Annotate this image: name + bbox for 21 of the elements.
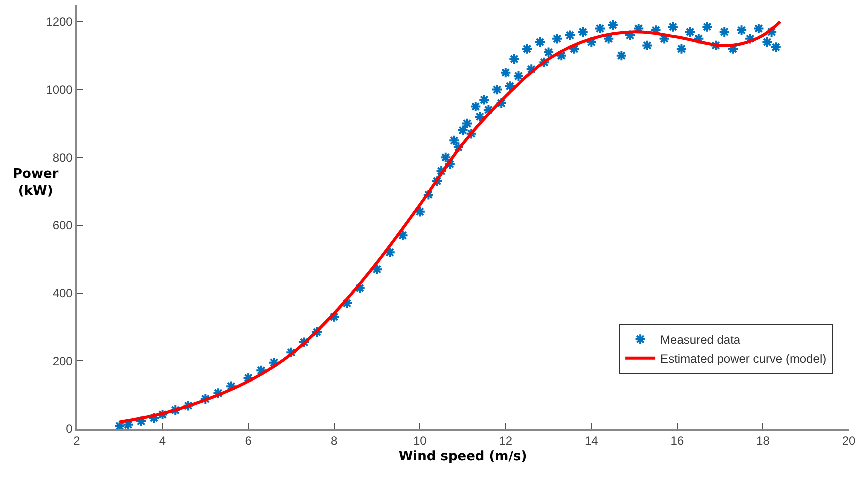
x-tick-label: 18	[756, 434, 770, 448]
y-tick-label: 1000	[46, 83, 74, 97]
y-tick-label: 400	[52, 286, 74, 301]
y-tick-label: 200	[52, 354, 74, 368]
x-tick-label: 10	[413, 434, 428, 448]
legend-label: Measured data	[660, 333, 741, 348]
y-tick-label: 0	[66, 422, 74, 436]
x-tick-label: 14	[584, 434, 599, 448]
y-tick-label: 600	[52, 218, 74, 233]
x-tick-label: 2	[74, 434, 81, 448]
x-tick-label: 16	[670, 434, 684, 448]
x-tick-label: 8	[330, 434, 338, 448]
y-tick-label: 800	[52, 150, 74, 165]
legend-label: Estimated power curve (model)	[660, 352, 827, 366]
y-tick-label: 1200	[46, 15, 74, 30]
x-axis-title: Wind speed (m/s)	[398, 449, 528, 464]
y-axis-title: Power (kW)	[13, 167, 60, 199]
x-tick-label: 20	[842, 434, 856, 448]
x-tick-label: 6	[245, 434, 252, 448]
x-tick-label: 12	[499, 434, 513, 448]
x-tick-label: 4	[159, 434, 166, 448]
